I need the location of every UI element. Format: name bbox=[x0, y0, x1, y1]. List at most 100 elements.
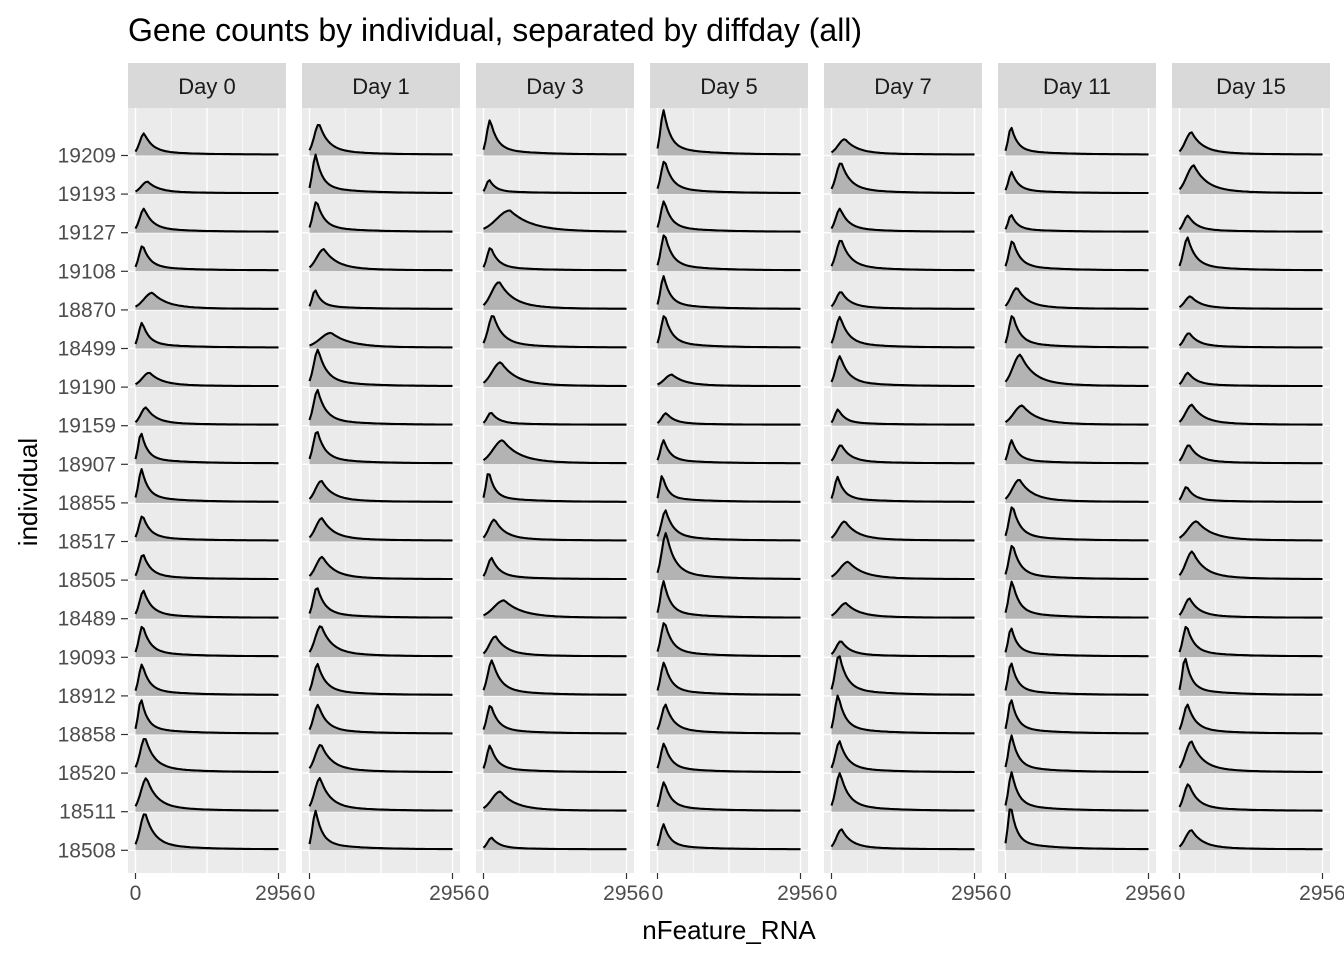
density-line bbox=[656, 160, 801, 195]
density-area bbox=[135, 292, 279, 310]
density-line bbox=[656, 412, 801, 426]
density-line bbox=[1178, 236, 1323, 272]
x-tick-label: 2956 bbox=[777, 882, 824, 905]
density-area bbox=[1179, 237, 1323, 272]
density-line bbox=[482, 744, 627, 774]
density-line bbox=[1178, 657, 1323, 696]
density-area bbox=[657, 476, 801, 503]
density-line bbox=[134, 207, 279, 233]
density-line bbox=[483, 599, 627, 619]
density-line bbox=[1178, 703, 1323, 735]
facet-panel: Day 1 0 2956 bbox=[302, 63, 476, 905]
density-line bbox=[1178, 783, 1323, 812]
density-line bbox=[134, 468, 279, 503]
density-line bbox=[134, 406, 279, 426]
density-area bbox=[831, 741, 975, 774]
density-area bbox=[483, 282, 627, 310]
facet-strip bbox=[128, 63, 286, 108]
density-area bbox=[831, 356, 975, 388]
density-line bbox=[482, 281, 627, 310]
density-area bbox=[135, 555, 279, 581]
density-line bbox=[134, 432, 279, 465]
density-line bbox=[830, 560, 975, 581]
density-area bbox=[657, 413, 801, 426]
density-line bbox=[656, 823, 801, 851]
y-tick-label: 19209 bbox=[58, 145, 116, 168]
density-area bbox=[657, 743, 801, 774]
density-area bbox=[657, 623, 801, 658]
density-area bbox=[309, 778, 453, 812]
density-area bbox=[1005, 440, 1149, 465]
density-area bbox=[483, 440, 627, 465]
y-tick-label: 18912 bbox=[58, 685, 116, 708]
density-area bbox=[657, 782, 801, 812]
density-area bbox=[309, 518, 453, 542]
density-area bbox=[135, 664, 279, 696]
x-tick-label: 2956 bbox=[1299, 882, 1344, 905]
density-area bbox=[1179, 132, 1323, 156]
density-area bbox=[831, 656, 975, 696]
density-area bbox=[309, 664, 453, 696]
density-area bbox=[1005, 663, 1149, 696]
density-area bbox=[1179, 445, 1323, 465]
density-line bbox=[1004, 699, 1149, 735]
facet-strip bbox=[1172, 63, 1330, 108]
y-tick-label: 18858 bbox=[58, 724, 116, 747]
density-line bbox=[134, 515, 279, 542]
density-line bbox=[1004, 240, 1149, 272]
density-line bbox=[1004, 627, 1149, 658]
facet-strip-label: Day 3 bbox=[526, 74, 583, 99]
density-area bbox=[309, 626, 453, 658]
density-line bbox=[1004, 734, 1149, 773]
facet-strip bbox=[476, 63, 634, 108]
density-line bbox=[308, 776, 453, 812]
density-area bbox=[483, 248, 627, 272]
density-line bbox=[308, 248, 453, 272]
density-line bbox=[1178, 597, 1323, 619]
density-area bbox=[1005, 171, 1149, 195]
density-line bbox=[1004, 214, 1149, 233]
density-area bbox=[135, 700, 279, 735]
density-area bbox=[831, 476, 975, 503]
density-line bbox=[482, 635, 627, 658]
density-area bbox=[1179, 741, 1323, 774]
density-area bbox=[135, 516, 279, 542]
density-line bbox=[1004, 506, 1149, 542]
y-tick-label: 19093 bbox=[58, 646, 116, 669]
density-line bbox=[1178, 486, 1323, 503]
density-line bbox=[482, 119, 627, 156]
density-area bbox=[831, 163, 975, 195]
density-line bbox=[308, 703, 453, 735]
density-line bbox=[830, 655, 975, 696]
x-tick-label: 2956 bbox=[255, 882, 302, 905]
density-line bbox=[1004, 404, 1149, 426]
density-line bbox=[1004, 439, 1149, 465]
density-line bbox=[656, 742, 801, 774]
y-tick-label: 19193 bbox=[58, 183, 116, 206]
density-area bbox=[483, 316, 627, 349]
density-line bbox=[1178, 403, 1323, 426]
density-area bbox=[1005, 405, 1149, 426]
facet-strip-label: Day 11 bbox=[1043, 74, 1111, 99]
density-line bbox=[134, 321, 279, 349]
density-area bbox=[1179, 521, 1323, 542]
density-line bbox=[1178, 131, 1323, 156]
density-area bbox=[1179, 333, 1323, 349]
density-area bbox=[1179, 404, 1323, 426]
density-line bbox=[134, 777, 279, 812]
density-line bbox=[830, 291, 975, 310]
density-area bbox=[831, 409, 975, 426]
density-line bbox=[830, 444, 975, 465]
density-area bbox=[483, 180, 627, 195]
density-line bbox=[134, 589, 279, 619]
density-area bbox=[1005, 581, 1149, 619]
density-area bbox=[309, 349, 453, 388]
density-line bbox=[656, 703, 801, 735]
facet-panel: Day 15 0 2956 bbox=[1172, 63, 1344, 905]
density-line bbox=[656, 109, 801, 156]
density-line bbox=[656, 475, 801, 503]
density-line bbox=[1004, 662, 1149, 696]
density-line bbox=[482, 179, 627, 195]
density-area bbox=[309, 481, 453, 503]
